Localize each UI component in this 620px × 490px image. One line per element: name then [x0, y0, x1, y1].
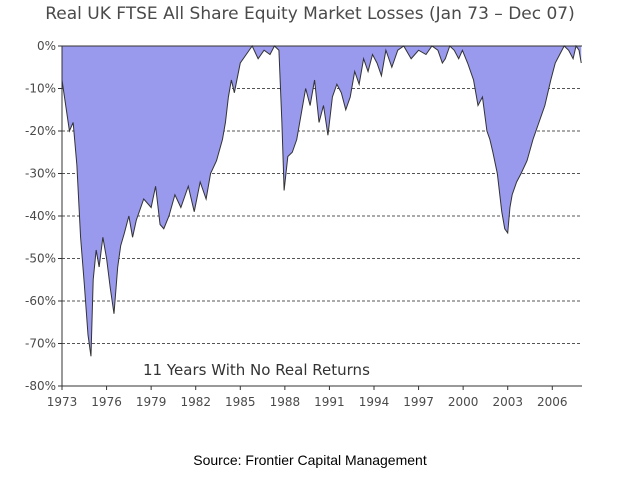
y-tick-label: -80%	[25, 379, 56, 393]
x-axis-ticks: 1973 1976 1979 1982 1985 1988 1991 1994 1997 2000…	[47, 386, 568, 409]
x-tick-label: 1976	[91, 395, 122, 409]
source-note: Source: Frontier Capital Management	[193, 452, 427, 468]
x-tick-label: 1985	[225, 395, 256, 409]
y-tick-label: -10%	[25, 82, 56, 96]
x-tick-label: 1997	[403, 395, 434, 409]
y-tick-label: -20%	[25, 124, 56, 138]
x-tick-label: 2006	[537, 395, 568, 409]
y-tick-label: -50%	[25, 252, 56, 266]
x-tick-label: 2003	[492, 395, 523, 409]
x-tick-label: 1991	[314, 395, 345, 409]
drawdown-line	[61, 44, 582, 357]
y-tick-label: 0%	[37, 39, 56, 53]
chart-title: Real UK FTSE All Share Equity Market Los…	[45, 4, 575, 24]
x-tick-label: 1982	[180, 395, 211, 409]
x-tick-label: 1994	[359, 395, 390, 409]
y-tick-label: -70%	[25, 337, 56, 351]
x-tick-label: 1979	[136, 395, 167, 409]
drawdown-area	[62, 46, 582, 357]
y-axis-ticks: 0% -10% -20% -30% -40% -50% -60% -70% -80%	[25, 39, 62, 393]
y-tick-label: -60%	[25, 294, 56, 308]
y-tick-label: -40%	[25, 209, 56, 223]
y-tick-label: -30%	[25, 167, 56, 181]
x-tick-label: 2000	[448, 395, 479, 409]
chart-annotation: 11 Years With No Real Returns	[143, 361, 370, 379]
area-layer	[61, 44, 582, 357]
x-tick-label: 1988	[270, 395, 301, 409]
x-tick-label: 1973	[47, 395, 78, 409]
